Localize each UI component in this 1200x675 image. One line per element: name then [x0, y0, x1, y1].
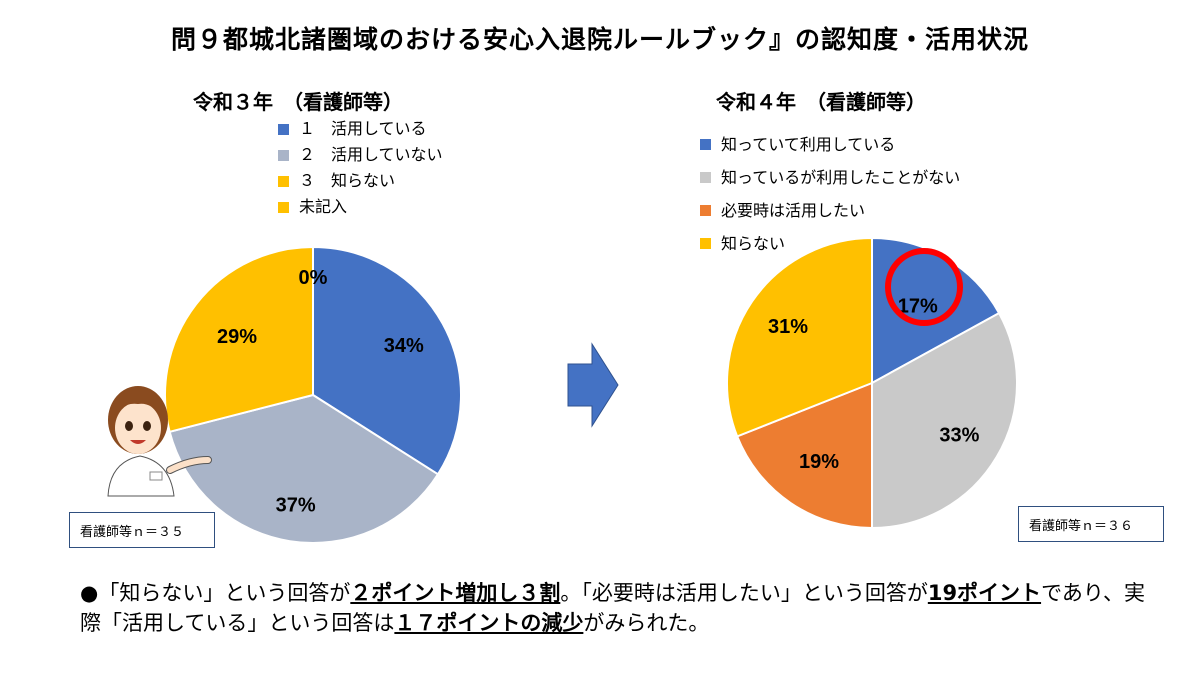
legend-swatch	[278, 149, 289, 161]
legend-item: ２ 活用していない	[278, 142, 443, 168]
data-label: 33%	[939, 425, 979, 447]
legend-label: ２ 活用していない	[299, 145, 443, 164]
legend-item: 知っていて利用している	[700, 128, 960, 161]
pie-slice	[168, 393, 440, 544]
data-label: 17%	[898, 296, 938, 318]
data-label: 0%	[299, 267, 328, 289]
right-sample-size: 看護師等ｎ＝３６	[1018, 506, 1164, 542]
legend-item: 知っているが利用したことがない	[700, 161, 960, 194]
legend-swatch	[700, 205, 711, 216]
legend-label: 知っているが利用したことがない	[721, 168, 961, 187]
legend-label: 知らない	[721, 234, 786, 253]
slide-title: 問９都城北諸圏域のおける安心入退院ルールブック』の認知度・活用状況	[170, 25, 1029, 54]
data-label: 29%	[217, 326, 257, 348]
legend-swatch	[700, 172, 711, 183]
highlight-circle	[885, 248, 963, 326]
right-chart-title: 令和４年 （看護師等）	[716, 90, 926, 114]
arrow-right-icon	[567, 342, 619, 428]
note-text: 。「必要時は活用したい」という回答が	[560, 581, 928, 605]
left-chart-title: 令和３年 （看護師等）	[193, 90, 403, 114]
legend-item: ３ 知らない	[278, 168, 443, 194]
data-label: 37%	[276, 495, 316, 517]
data-label: 34%	[384, 335, 424, 357]
legend-swatch	[278, 201, 289, 213]
legend-swatch	[700, 139, 711, 150]
left-pie: 34% 37% 29% 0%	[164, 245, 462, 544]
legend-label: 必要時は活用したい	[721, 201, 866, 220]
legend-swatch	[278, 175, 289, 187]
note-text: がみられた。	[583, 611, 710, 635]
note-emphasis: １７ポイントの減少	[394, 611, 584, 635]
legend-label: 知っていて利用している	[721, 135, 896, 154]
legend-item: 必要時は活用したい	[700, 194, 960, 227]
right-legend: 知っていて利用している知っているが利用したことがない 必要時は活用したい 知らない	[700, 128, 960, 260]
note-emphasis: 19ポイント	[927, 581, 1042, 605]
data-label: 19%	[799, 451, 839, 473]
summary-note: ●「知らない」という回答が２ポイント増加し３割。「必要時は活用したい」という回答…	[80, 578, 1160, 638]
note-text: であり、実際「活用している」という回答は	[80, 581, 1146, 635]
left-legend: １ 活用している ２ 活用していない ３ 知らない 未記入	[278, 116, 443, 220]
note-emphasis: ２ポイント増加し３割	[350, 581, 561, 605]
legend-item: 未記入	[278, 194, 443, 220]
nurse-illustration	[107, 386, 212, 497]
pie-slice	[726, 236, 873, 438]
data-label: 31%	[768, 316, 808, 338]
legend-swatch	[700, 238, 711, 249]
pie-slice	[735, 381, 873, 530]
note-text: ●「知らない」という回答が	[80, 581, 351, 605]
left-sample-size: 看護師等ｎ＝３５	[69, 512, 215, 548]
legend-label: ３ 知らない	[299, 171, 396, 190]
legend-swatch	[278, 123, 289, 135]
pie-slice	[164, 245, 314, 434]
legend-label: 未記入	[299, 197, 348, 216]
pie-slice	[871, 311, 1018, 530]
legend-item: 知らない	[700, 227, 960, 260]
legend-item: １ 活用している	[278, 116, 443, 142]
legend-label: １ 活用している	[299, 119, 427, 138]
right-pie: 17% 33% 19% 31%	[726, 236, 1018, 530]
